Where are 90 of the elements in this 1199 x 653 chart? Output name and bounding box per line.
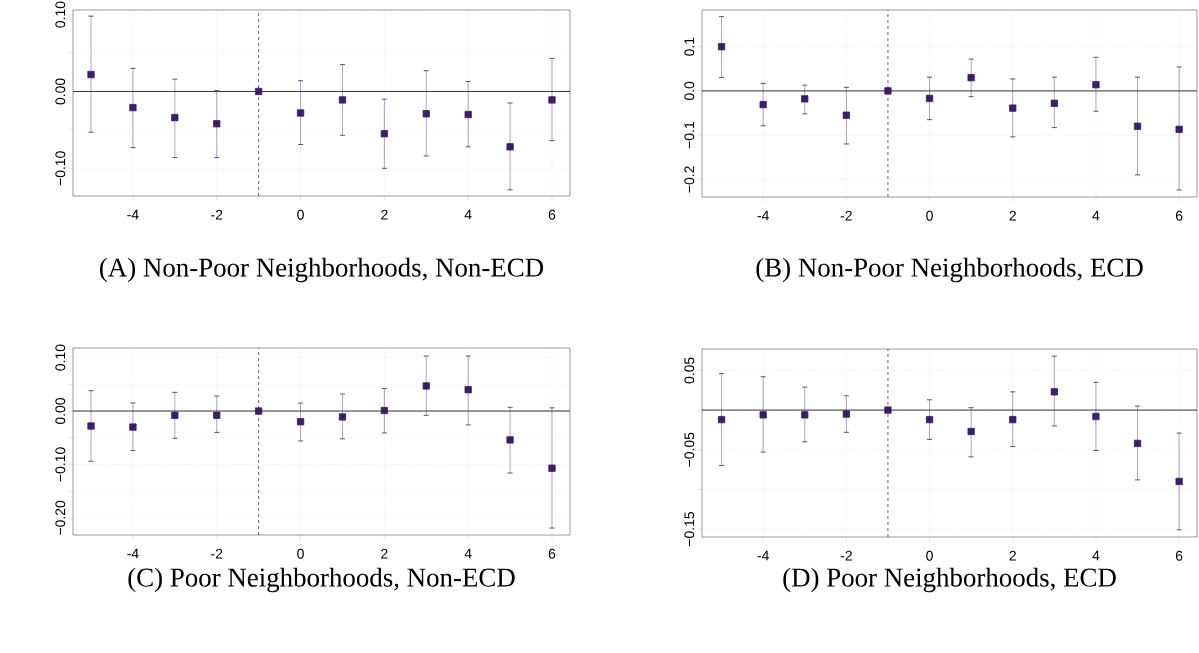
- x-tick-label: 4: [464, 209, 472, 220]
- point: [87, 422, 95, 430]
- point: [1009, 104, 1017, 112]
- x-tick-label: -4: [757, 550, 769, 561]
- x-tick-label: -4: [757, 210, 769, 221]
- point: [842, 111, 850, 119]
- x-tick-label: -2: [211, 548, 223, 559]
- point: [464, 386, 472, 394]
- point: [213, 120, 221, 128]
- x-tick-label: 6: [548, 209, 556, 220]
- x-tick-label: 2: [381, 548, 388, 559]
- point: [87, 70, 95, 79]
- y-tick-label: 0.1: [684, 37, 695, 56]
- y-tick-label: 0.00: [55, 78, 66, 105]
- point: [1175, 125, 1183, 133]
- x-tick-label: -2: [840, 210, 852, 221]
- point: [171, 411, 179, 419]
- point: [967, 427, 975, 436]
- x-tick-label: 6: [548, 548, 556, 559]
- x-tick-label: 2: [1009, 550, 1016, 561]
- y-tick-label: −0.10: [55, 151, 66, 186]
- text: (C) Poor Neighborhoods, Non-ECD: [128, 567, 515, 593]
- point: [296, 109, 305, 117]
- text: (B) Non-Poor Neighborhoods, ECD: [756, 257, 1143, 283]
- point: [842, 410, 850, 418]
- point: [506, 143, 514, 151]
- point: [1009, 416, 1017, 424]
- point: [1050, 388, 1058, 396]
- point: [801, 411, 809, 419]
- point: [1175, 477, 1183, 486]
- x-tick-label: -4: [127, 548, 139, 559]
- point: [338, 96, 347, 104]
- x-tick-label: 6: [1175, 550, 1183, 561]
- x-tick-label: 0: [297, 548, 304, 559]
- point: [548, 96, 556, 104]
- point: [506, 436, 514, 444]
- point: [1133, 439, 1142, 447]
- text: (D) Poor Neighborhoods, ECD: [783, 567, 1116, 593]
- point: [1092, 81, 1100, 89]
- x-tick-label: 0: [926, 550, 933, 561]
- x-tick-label: -2: [211, 209, 223, 220]
- point: [296, 418, 305, 426]
- point: [255, 87, 263, 96]
- y-tick-label: −0.1: [684, 122, 695, 149]
- x-tick-label: 2: [1009, 210, 1016, 221]
- x-tick-label: 4: [1092, 550, 1100, 561]
- point: [213, 411, 221, 419]
- point: [422, 110, 430, 118]
- x-tick-label: -4: [127, 209, 139, 220]
- point: [129, 104, 137, 112]
- point: [171, 114, 179, 122]
- y-tick-label: −0.20: [55, 500, 66, 535]
- x-tick-label: 6: [1175, 210, 1183, 221]
- point: [884, 87, 892, 95]
- point: [884, 406, 892, 414]
- x-tick-label: 0: [926, 210, 933, 221]
- x-tick-label: 4: [1092, 210, 1100, 221]
- y-tick-label: −0.15: [684, 512, 695, 547]
- y-tick-label: 0.10: [55, 1, 66, 28]
- point: [464, 110, 472, 119]
- point: [380, 406, 388, 415]
- point: [1092, 412, 1100, 421]
- x-tick-label: 0: [297, 209, 304, 220]
- y-tick-label: 0.05: [684, 357, 695, 384]
- point: [548, 464, 556, 472]
- point: [338, 413, 347, 421]
- y-tick-label: −0.05: [684, 432, 695, 467]
- point: [925, 416, 934, 424]
- y-tick-label: 0.00: [55, 398, 66, 425]
- point: [759, 411, 767, 419]
- point: [1050, 99, 1058, 107]
- x-tick-label: 4: [464, 548, 472, 559]
- x-tick-label: 2: [381, 209, 388, 220]
- point: [380, 130, 388, 138]
- point: [422, 382, 430, 390]
- point: [801, 95, 809, 103]
- point: [759, 101, 767, 109]
- x-tick-label: -2: [840, 550, 852, 561]
- point: [717, 416, 726, 424]
- y-tick-label: −0.10: [55, 447, 66, 482]
- point: [129, 423, 137, 431]
- y-tick-label: −0.2: [684, 166, 695, 193]
- point: [1133, 122, 1142, 130]
- text: (A) Non-Poor Neighborhoods, Non-ECD: [100, 257, 544, 283]
- point: [925, 94, 934, 103]
- point: [255, 407, 263, 415]
- point: [717, 43, 726, 51]
- point: [967, 74, 975, 82]
- y-tick-label: 0.10: [55, 344, 66, 371]
- y-tick-label: 0.0: [684, 81, 695, 101]
